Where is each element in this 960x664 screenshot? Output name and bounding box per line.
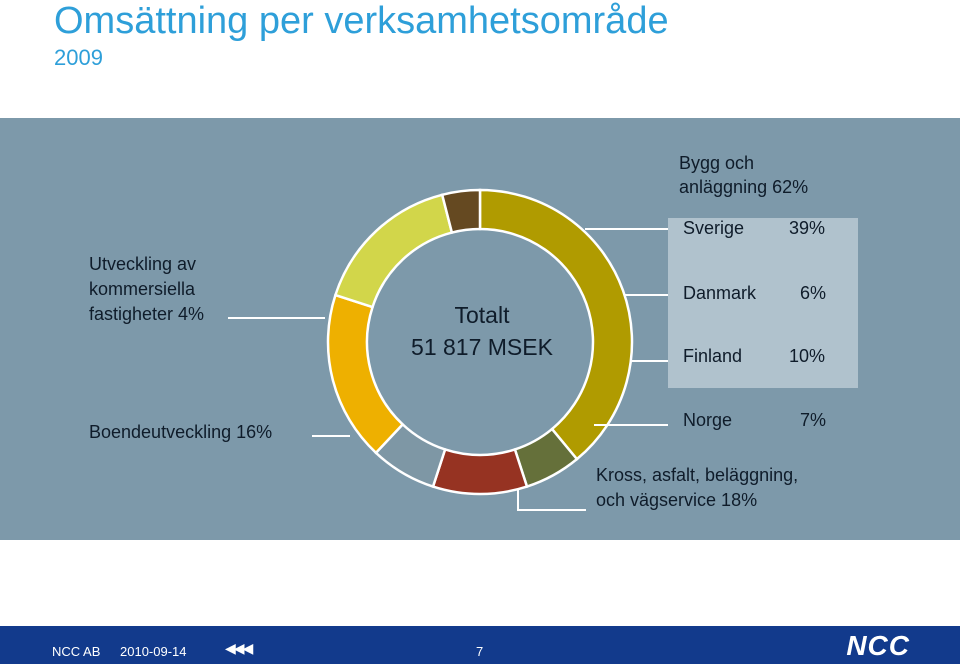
danmark-pct: 6% bbox=[800, 283, 827, 303]
ncc-logo: NCC bbox=[846, 630, 910, 661]
prev-arrows-icon[interactable]: ◀◀◀ bbox=[225, 640, 253, 656]
utveckling-label-line1: Utveckling av bbox=[89, 254, 197, 274]
sverige-label: Sverige bbox=[683, 218, 745, 238]
footer-date: 2010-09-14 bbox=[120, 644, 187, 659]
bygg-label-line1: Bygg och bbox=[679, 153, 755, 173]
page-subtitle: 2009 bbox=[54, 45, 103, 70]
page-title: Omsättning per verksamhetsområde bbox=[54, 0, 669, 42]
utveckling-label-line3: fastigheter 4% bbox=[89, 304, 205, 324]
footer-page-number: 7 bbox=[476, 644, 484, 659]
center-total-value: 51 817 MSEK bbox=[411, 334, 553, 360]
bygg-inset-box bbox=[668, 218, 858, 388]
leader-lines bbox=[228, 228, 668, 511]
footer-company: NCC AB bbox=[52, 644, 101, 659]
bygg-label-line2: anläggning 62% bbox=[679, 177, 809, 197]
slice-utveckling-av bbox=[440, 188, 482, 235]
chart-panel: Bygg och anläggning 62% Sverige 39% Danm… bbox=[0, 118, 960, 540]
norge-label: Norge bbox=[683, 410, 733, 430]
finland-label: Finland bbox=[683, 346, 743, 366]
footer-bar: NCC AB 2010-09-14 ◀◀◀ 7 NCC bbox=[0, 626, 960, 664]
sverige-pct: 39% bbox=[789, 218, 826, 238]
utveckling-label-line2: kommersiella bbox=[89, 279, 196, 299]
slice-finland bbox=[431, 447, 529, 496]
leader-kross bbox=[517, 490, 586, 511]
center-total-label: Totalt bbox=[454, 302, 510, 328]
slice-sverige bbox=[478, 188, 634, 461]
slice-boendeutveckling bbox=[333, 193, 454, 309]
norge-pct: 7% bbox=[800, 410, 827, 430]
donut-chart bbox=[228, 188, 668, 511]
kross-label-line1: Kross, asfalt, beläggning, bbox=[596, 465, 799, 485]
slice-kross-asfalt bbox=[326, 293, 405, 455]
kross-label-line2: och vägservice 18% bbox=[596, 490, 758, 510]
danmark-label: Danmark bbox=[683, 283, 757, 303]
boende-label: Boendeutveckling 16% bbox=[89, 422, 273, 442]
finland-pct: 10% bbox=[789, 346, 826, 366]
